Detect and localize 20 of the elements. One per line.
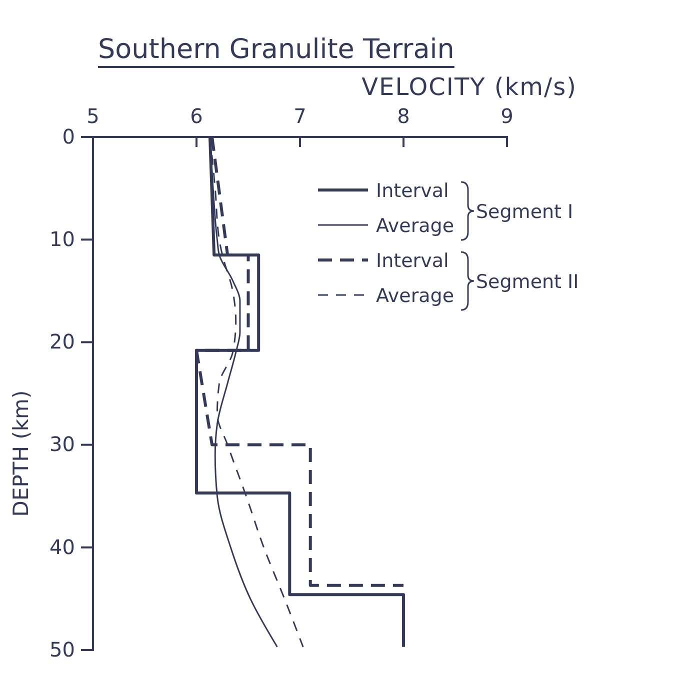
x-tick-label: 7	[294, 104, 306, 128]
legend-label: Interval	[376, 250, 449, 272]
x-axis-title: VELOCITY (km/s)	[362, 73, 577, 101]
chart-title: Southern Granulite Terrain	[98, 34, 454, 65]
x-tick-label: 9	[500, 104, 514, 128]
x-tick-label: 6	[190, 104, 203, 128]
legend-label: Interval	[376, 180, 449, 202]
y-axis-title: DEPTH (km)	[9, 390, 33, 517]
x-tick-label: 8	[397, 104, 410, 128]
x-tick-label: 5	[86, 104, 100, 128]
y-tick-label: 40	[50, 534, 75, 559]
annotation: Segment II	[476, 271, 579, 293]
y-tick-label: 10	[50, 227, 75, 251]
legend-label: Average	[376, 285, 454, 307]
y-tick-label: 30	[50, 432, 75, 456]
y-tick-label: 20	[50, 330, 75, 354]
legend-label: Average	[376, 215, 454, 237]
annotation: Segment I	[476, 201, 574, 223]
y-tick-label: 50	[50, 637, 75, 662]
y-tick-label: 0	[62, 124, 75, 148]
